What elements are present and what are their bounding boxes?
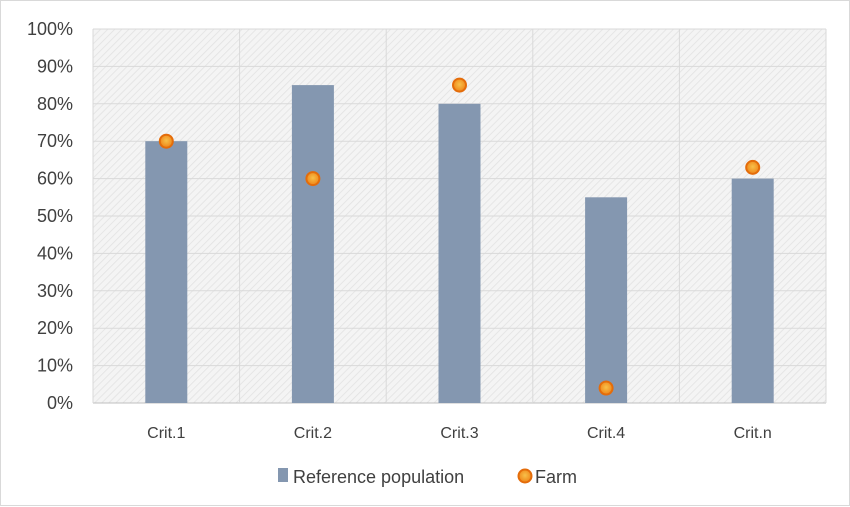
y-tick-label: 80% bbox=[37, 94, 73, 114]
legend-farm-swatch bbox=[517, 468, 533, 484]
point-farm bbox=[305, 171, 321, 187]
x-tick-label: Crit.1 bbox=[147, 425, 185, 442]
bar-reference-population bbox=[291, 85, 334, 403]
x-tick-label: Crit.2 bbox=[294, 425, 332, 442]
point-farm bbox=[158, 133, 174, 149]
bar-reference-population bbox=[731, 178, 774, 403]
y-tick-label: 50% bbox=[37, 206, 73, 226]
y-tick-label: 30% bbox=[37, 281, 73, 301]
point-farm bbox=[598, 380, 614, 396]
y-tick-label: 40% bbox=[37, 243, 73, 263]
legend-bar-swatch bbox=[278, 468, 288, 482]
x-tick-label: Crit.4 bbox=[587, 425, 625, 442]
point-farm bbox=[745, 159, 761, 175]
x-tick-label: Crit.n bbox=[734, 425, 772, 442]
x-tick-label: Crit.3 bbox=[440, 425, 478, 442]
y-tick-label: 100% bbox=[27, 19, 73, 39]
legend: Reference population Farm bbox=[278, 467, 577, 487]
y-tick-label: 60% bbox=[37, 169, 73, 189]
point-farm bbox=[452, 77, 467, 93]
bar-reference-population bbox=[438, 103, 481, 404]
legend-label-farm: Farm bbox=[535, 467, 577, 487]
bar-series bbox=[145, 85, 774, 404]
y-tick-label: 20% bbox=[37, 318, 73, 338]
legend-label-reference: Reference population bbox=[293, 467, 464, 487]
y-tick-label: 0% bbox=[47, 393, 73, 413]
bar-reference-population bbox=[145, 141, 188, 403]
y-tick-label: 90% bbox=[37, 56, 73, 76]
farm-series bbox=[158, 77, 761, 396]
x-axis-labels: Crit.1 Crit.2 Crit.3 Crit.4 Crit.n bbox=[147, 425, 772, 442]
y-axis-ticks: 0% 10% 20% 30% 40% 50% 60% 70% 80% 90% 100% bbox=[27, 19, 73, 413]
y-tick-label: 70% bbox=[37, 131, 73, 151]
bar-reference-population bbox=[585, 197, 628, 403]
y-tick-label: 10% bbox=[37, 356, 73, 376]
